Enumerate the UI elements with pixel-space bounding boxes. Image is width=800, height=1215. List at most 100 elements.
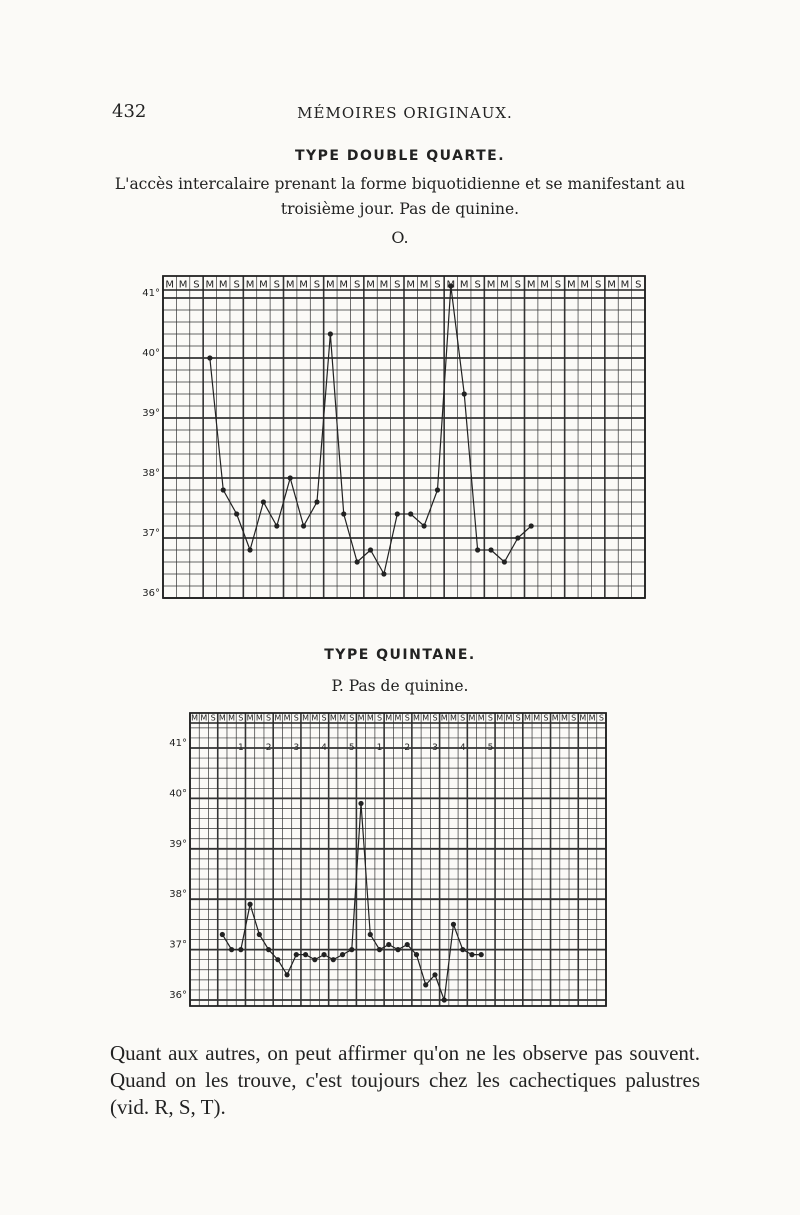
chart1-data-point xyxy=(274,523,280,529)
chart2-header-label: M xyxy=(302,714,309,723)
closing-paragraph: Quant aux autres, on peut affirmer qu'on… xyxy=(110,1041,700,1119)
chart1-y-tick-label: 38° xyxy=(142,468,160,479)
chart2-series-line xyxy=(221,803,482,1001)
chart1-data-point xyxy=(341,511,347,517)
chart1-data-point xyxy=(528,523,534,529)
chart1-header-label: M xyxy=(339,280,348,291)
chart1-header-label: M xyxy=(286,280,295,291)
chart2-caption: P. Pas de quinine. xyxy=(331,677,469,695)
chart1-header-label: M xyxy=(420,280,429,291)
chart2-header-label: S xyxy=(460,714,465,723)
chart2-header-label: M xyxy=(274,714,281,723)
chart2-header-label: M xyxy=(552,714,559,723)
chart1-data-point xyxy=(394,511,400,517)
chart1-header-label: S xyxy=(474,280,480,291)
chart2-data-point xyxy=(395,947,401,953)
chart1-y-tick-label: 36° xyxy=(142,588,160,599)
chart1-header-label: M xyxy=(406,280,415,291)
chart2-header-label: M xyxy=(256,714,263,723)
chart1-header-label: S xyxy=(233,280,239,291)
chart2-day-marker: 4 xyxy=(460,743,466,753)
chart2-data-point xyxy=(302,952,309,958)
chart2-data-point xyxy=(339,952,346,958)
chart1-data-point xyxy=(434,487,441,493)
chart1-header-label: S xyxy=(635,280,641,291)
chart1-header-label: M xyxy=(179,280,188,291)
chart1-data-point xyxy=(314,499,320,505)
chart2-header-label: M xyxy=(395,714,402,723)
chart2-y-tick-label: 36° xyxy=(169,990,187,1001)
chart2-day-marker: 2 xyxy=(404,743,410,753)
chart1-header-label: M xyxy=(621,280,630,291)
chart2-data-point xyxy=(460,947,466,953)
chart2-data-point xyxy=(238,947,244,953)
chart2-day-marker: 4 xyxy=(321,743,327,753)
chart1-title: TYPE DOUBLE QUARTE. xyxy=(294,148,506,164)
chart2-data-point xyxy=(413,952,420,958)
chart1-header-label: M xyxy=(460,280,469,291)
chart1-data-point xyxy=(367,547,374,553)
chart2-header-label: M xyxy=(413,714,420,723)
chart1-data-point xyxy=(354,559,360,565)
chart2-data-point xyxy=(229,947,235,953)
chart2-header-label: S xyxy=(294,714,299,723)
chart2-header-label: S xyxy=(211,714,216,723)
chart2-header-label: S xyxy=(238,714,243,723)
chart1-data-point xyxy=(501,559,508,565)
chart2-header-label: M xyxy=(219,714,226,723)
chart1-header-label: M xyxy=(206,280,215,291)
chart2-header-label: M xyxy=(247,714,254,723)
chart2-header-label: S xyxy=(322,714,327,723)
chart2-header-label: S xyxy=(543,714,548,723)
chart1-header-label: M xyxy=(366,280,375,291)
chart2-day-marker: 1 xyxy=(238,743,244,753)
chart2-header-label: M xyxy=(191,714,198,723)
chart2-header-label: M xyxy=(385,714,392,723)
chart1-y-tick-label: 37° xyxy=(142,528,160,539)
chart2-header-label: M xyxy=(422,714,429,723)
chart1-data-point xyxy=(260,499,267,505)
chart2-day-marker: 3 xyxy=(432,743,438,753)
chart1-header-label: M xyxy=(219,280,228,291)
chart2-header-label: M xyxy=(478,714,485,723)
chart1-header-label: S xyxy=(434,280,440,291)
page-number: 432 xyxy=(112,101,147,122)
chart1-header-label: M xyxy=(326,280,335,291)
chart1-data-point xyxy=(475,547,481,553)
chart1-caption: L'accès intercalaire prenant la forme bi… xyxy=(114,175,686,218)
chart2-header-label: M xyxy=(533,714,540,723)
chart2-header-label: M xyxy=(367,714,374,723)
chart2-header-label: M xyxy=(441,714,448,723)
chart2-data-point xyxy=(275,957,281,963)
chart2-header-label: M xyxy=(228,714,235,723)
chart2-header-label: S xyxy=(405,714,410,723)
chart1-header-label: M xyxy=(540,280,549,291)
chart1-data-point xyxy=(300,523,307,529)
chart2-header-label: S xyxy=(571,714,576,723)
chart1-data-point xyxy=(408,511,414,517)
chart1-y-tick-label: 39° xyxy=(142,408,160,419)
chart2-y-tick-label: 39° xyxy=(169,839,187,850)
chart1-data-point xyxy=(515,535,521,541)
chart2-data-point xyxy=(386,941,392,948)
chart2-data-point xyxy=(358,800,364,807)
chart2-data-point xyxy=(432,972,438,978)
chart1-y-tick-label: 41° xyxy=(142,288,160,299)
chart1-header-label: M xyxy=(567,280,576,291)
chart2-header-label: S xyxy=(349,714,354,723)
chart2-data-point xyxy=(367,931,373,938)
chart2-frame xyxy=(189,712,607,1007)
chart2-data-point xyxy=(293,952,299,958)
chart1-header-label: M xyxy=(500,280,509,291)
chart1-header-label: M xyxy=(527,280,536,291)
chart2-day-marker: 5 xyxy=(488,743,494,753)
chart2-data-point xyxy=(423,982,429,988)
chart2-data-point xyxy=(219,931,225,938)
chart1-header-label: S xyxy=(274,280,280,291)
chart2-data-point xyxy=(312,957,318,963)
chart2-header-label: M xyxy=(311,714,318,723)
chart2-day-marker: 5 xyxy=(349,743,355,753)
chart2-header-label: M xyxy=(524,714,531,723)
chart2-header-label: M xyxy=(469,714,476,723)
